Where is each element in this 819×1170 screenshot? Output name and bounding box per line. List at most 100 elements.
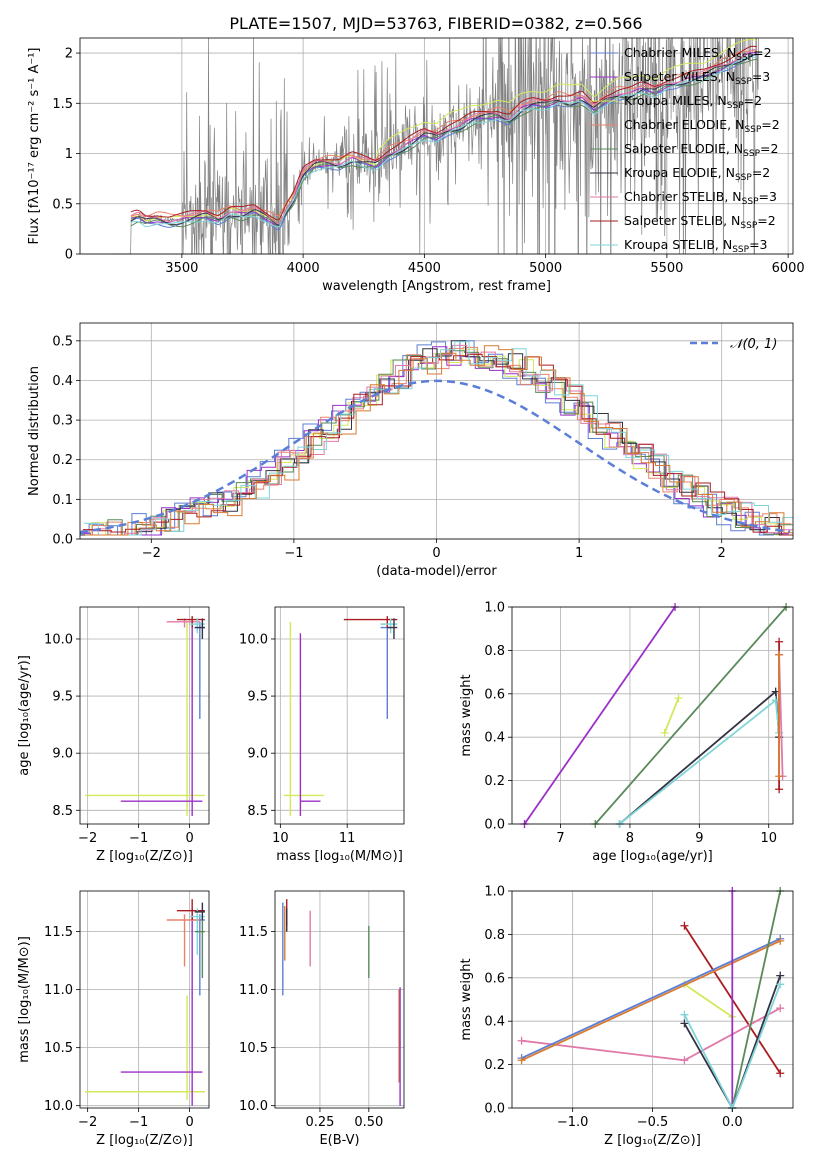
y-tick-label: 0.6 [484,687,505,702]
y-axis-label: mass weight [459,958,474,1040]
legend-subscript: SSP [735,77,752,87]
x-tick-label: 10 [760,831,777,846]
legend-subscript: SSP [727,101,744,111]
x-axis-label: Z [log₁₀(Z/Z⊙)] [96,849,193,864]
plot-area [85,616,205,817]
plot-area [282,899,401,1106]
data-marker [776,936,785,945]
legend-entry: 𝒩(0, 1) [730,337,777,352]
legend-subscript: SSP [743,149,760,159]
y-tick-label: 0.2 [484,774,505,789]
x-tick-label: 5500 [650,261,683,276]
histogram-series [81,344,793,536]
y-tick-label: 0.0 [52,533,73,548]
x-tick-label: 3500 [165,261,198,276]
y-tick-label: 0.3 [52,414,73,429]
x-tick-label: −2 [78,831,97,846]
legend-entry: Kroupa ELODIE, NSSP=2 [624,165,770,183]
y-tick-label: 9.5 [247,690,268,705]
y-tick-label: 10.5 [44,1041,73,1056]
legend-text: =2 [761,117,779,132]
data-marker [775,650,784,659]
legend-text: =2 [760,141,778,156]
y-tick-label: 9.5 [52,690,73,705]
axes-mass-vs-EBV: 0.25 0.50 10.0 10.5 11.0 11.5 E(B-V) [239,890,405,1148]
legend-text: =2 [752,165,770,180]
plot-area [520,603,791,828]
weight-series [521,940,781,1062]
plot-area [85,899,205,1106]
errorbar-plot [85,616,205,817]
y-tick-label: 0.4 [484,731,505,746]
y-axis-label: age [log₁₀(age/yr)] [17,655,32,776]
legend-text: =3 [749,237,767,252]
x-axis-label: mass [log₁₀(M/M⊙)] [276,849,403,864]
axes-frame [274,606,405,825]
axes-mass-weight-vs-age: 7 8 9 10 0.0 0.2 0.4 0.6 0.8 1.0 age [log₁₀(age/yr… [459,601,794,864]
data-marker [680,1010,689,1019]
axes-residuals: −2 −1 0 1 2 0.0 0.1 0.2 0.3 0.4 0.5 (data-model)/er… [27,322,794,579]
plot-area [283,616,398,817]
x-axis-label: age [log₁₀(age/yr)] [592,849,713,864]
axes-age-vs-mass: 10 11 8.5 9.0 9.5 10.0 mass [log₁₀(M/M⊙)] [239,606,405,864]
model-spectrum-line [130,56,757,228]
x-tick-label: 0 [432,546,440,561]
weight-series [731,890,782,1109]
x-tick-label: 11 [339,831,356,846]
y-tick-label: 8.5 [52,804,73,819]
errorbar-plot [85,899,205,1106]
x-tick-label: 0.0 [722,1115,743,1130]
x-tick-label: 5000 [529,261,562,276]
x-tick-label: 0 [185,1115,193,1130]
data-marker [776,1069,785,1078]
y-tick-label: 1 [65,147,73,162]
spectrum-plot [111,38,759,254]
y-tick-label: 10.5 [239,1041,268,1056]
legend-subscript: SSP [735,173,752,183]
legend-entry: Chabrier STELIB, NSSP=3 [624,189,777,207]
y-axis-label: mass weight [459,674,474,756]
y-tick-label: 0.2 [52,453,73,468]
y-axis-label: Normed distribution [27,366,42,496]
axes-frame [274,890,405,1109]
data-marker [775,772,784,781]
model-spectrum-line [130,45,757,221]
legend-entry: Salpeter MILES, NSSP=3 [624,69,770,87]
data-marker [776,980,785,989]
legend-text: Kroupa STELIB, N [624,237,732,252]
y-tick-label: 0.6 [484,971,505,986]
legend-subscript: SSP [732,245,749,255]
legend-text: =2 [753,45,771,60]
y-tick-label: 10.0 [44,1099,73,1114]
data-marker [776,1004,785,1013]
model-spectrum-line [130,48,757,225]
normal-reference-curve [80,379,791,534]
histogram-series [84,341,793,536]
y-tick-label: 0.0 [484,1102,505,1117]
legend-text: =3 [752,69,770,84]
plot-area [517,887,785,1112]
data-marker [517,1056,526,1065]
x-axis-label: Z [log₁₀(Z/Z⊙)] [96,1133,193,1148]
x-tick-label: −0.5 [637,1115,669,1130]
y-tick-label: 9.0 [247,747,268,762]
legend-subscript: SSP [736,53,753,63]
legend-entry: Salpeter ELODIE, NSSP=2 [624,141,778,159]
x-tick-label: −1 [129,831,148,846]
axes-age-vs-Z: −2 −1 0 8.5 9.0 9.5 10.0 Z [log₁₀(Z/Z⊙)] age [lo… [17,606,210,864]
plot-area [111,38,759,254]
histogram-series [80,350,793,536]
x-axis-label: (data-model)/error [376,564,497,579]
axes-frame [79,322,794,540]
data-marker [680,1056,689,1065]
model-spectrum-line [130,38,757,222]
x-tick-label: 7 [556,831,564,846]
x-tick-label: −2 [78,1115,97,1130]
y-axis-label: mass [log₁₀(M/M⊙)] [17,936,32,1063]
histogram-series [82,353,793,536]
y-tick-label: 1.0 [484,601,505,616]
y-tick-label: 2 [65,47,73,62]
y-tick-label: 0.0 [484,818,505,833]
legend-entry: Salpeter STELIB, NSSP=2 [624,213,776,231]
x-tick-label: −1 [129,1115,148,1130]
